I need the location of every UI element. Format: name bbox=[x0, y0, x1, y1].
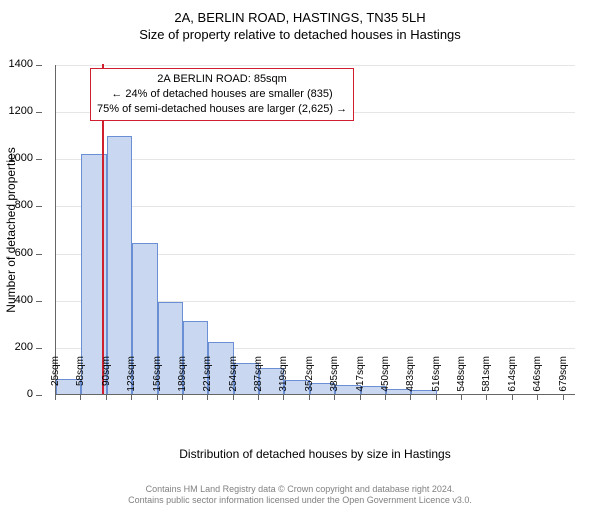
title-main: 2A, BERLIN ROAD, HASTINGS, TN35 5LH bbox=[0, 10, 600, 25]
x-tick-label: 25sqm bbox=[50, 356, 61, 401]
x-tick-label: 417sqm bbox=[355, 356, 366, 401]
title-sub: Size of property relative to detached ho… bbox=[0, 27, 600, 42]
x-tick-label: 614sqm bbox=[507, 356, 518, 401]
x-tick-label: 646sqm bbox=[532, 356, 543, 401]
x-tick-label: 581sqm bbox=[481, 356, 492, 401]
x-tick-label: 516sqm bbox=[431, 356, 442, 401]
gridline bbox=[56, 65, 575, 66]
x-tick-label: 58sqm bbox=[75, 356, 86, 401]
x-tick-label: 156sqm bbox=[152, 356, 163, 401]
y-tick-label: 1200 bbox=[9, 105, 33, 117]
x-tick-label: 679sqm bbox=[558, 356, 569, 401]
x-tick-label: 123sqm bbox=[126, 356, 137, 401]
y-tick-label: 400 bbox=[15, 294, 33, 306]
chart: Number of detached properties 0200400600… bbox=[0, 55, 600, 455]
x-tick-label: 483sqm bbox=[405, 356, 416, 401]
x-tick-label: 352sqm bbox=[304, 356, 315, 401]
footer-line-2: Contains public sector information licen… bbox=[0, 495, 600, 506]
x-axis-label: Distribution of detached houses by size … bbox=[55, 447, 575, 461]
footer-line-1: Contains HM Land Registry data © Crown c… bbox=[0, 484, 600, 495]
x-tick-label: 189sqm bbox=[177, 356, 188, 401]
x-tick-label: 287sqm bbox=[253, 356, 264, 401]
legend-line: ← 24% of detached houses are smaller (83… bbox=[97, 87, 347, 102]
y-tick-label: 200 bbox=[15, 341, 33, 353]
y-tick-label: 1000 bbox=[9, 152, 33, 164]
y-tick-label: 1400 bbox=[9, 58, 33, 70]
x-tick-label: 450sqm bbox=[380, 356, 391, 401]
y-tick-label: 600 bbox=[15, 247, 33, 259]
x-tick-label: 385sqm bbox=[329, 356, 340, 401]
x-tick-label: 90sqm bbox=[101, 356, 112, 401]
legend-line: 75% of semi-detached houses are larger (… bbox=[97, 102, 347, 117]
x-tick-label: 319sqm bbox=[278, 356, 289, 401]
gridline bbox=[56, 159, 575, 160]
x-tick-label: 548sqm bbox=[456, 356, 467, 401]
footer: Contains HM Land Registry data © Crown c… bbox=[0, 484, 600, 507]
legend-box: 2A BERLIN ROAD: 85sqm← 24% of detached h… bbox=[90, 68, 354, 121]
y-tick-label: 0 bbox=[27, 388, 33, 400]
y-tick-label: 800 bbox=[15, 199, 33, 211]
x-tick-label: 254sqm bbox=[228, 356, 239, 401]
gridline bbox=[56, 206, 575, 207]
x-tick-label: 221sqm bbox=[202, 356, 213, 401]
legend-line: 2A BERLIN ROAD: 85sqm bbox=[97, 72, 347, 87]
